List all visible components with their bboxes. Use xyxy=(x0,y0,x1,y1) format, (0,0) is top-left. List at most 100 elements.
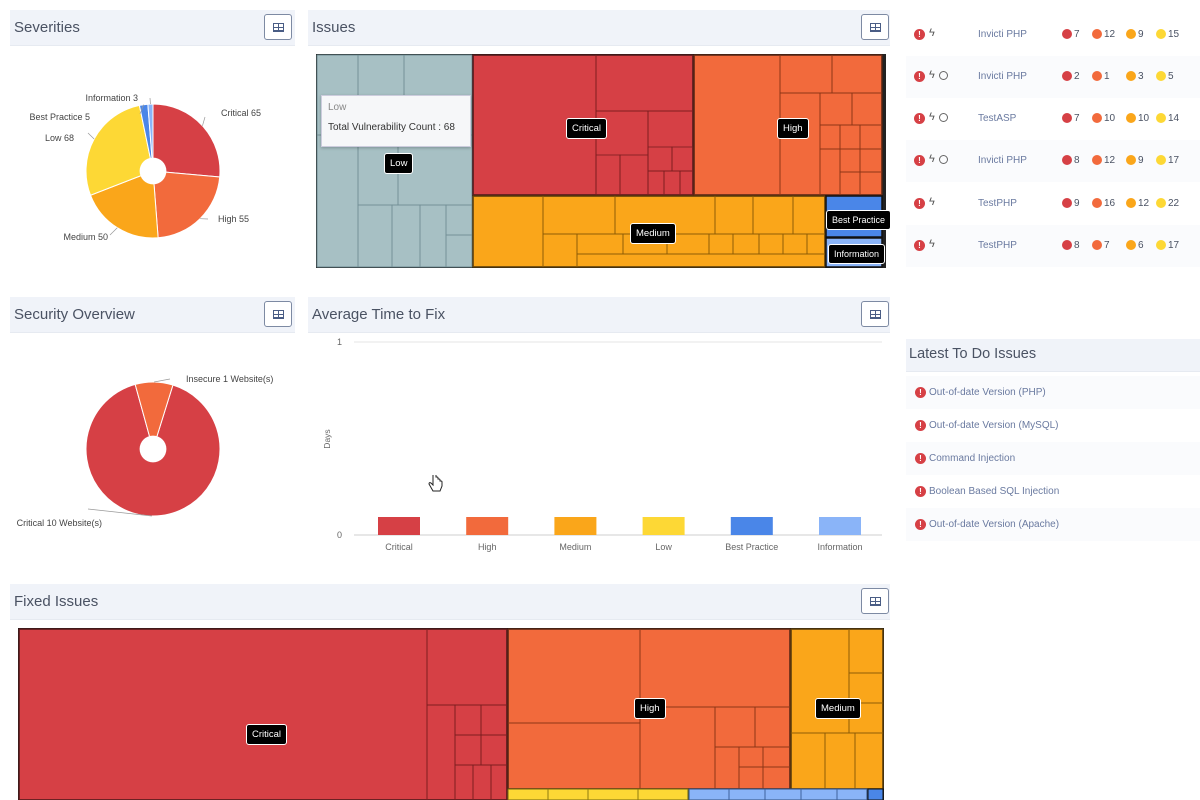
critical-alert-icon: ! xyxy=(915,453,926,464)
bolt-icon: ϟ xyxy=(929,238,935,250)
latest-todo-header: Latest To Do Issues xyxy=(906,339,1200,372)
critical-alert-icon: ! xyxy=(914,71,925,82)
issues-title: Issues xyxy=(312,19,356,36)
security-overview-title: Security Overview xyxy=(14,306,135,323)
critical-alert-icon: ! xyxy=(914,113,925,124)
severities-pie-leader-line xyxy=(87,132,95,140)
scan-row[interactable]: ! ϟ TestASP 7 10 10 14 xyxy=(906,98,1200,140)
hand-cursor-icon xyxy=(428,475,443,492)
security-overview-table-button[interactable] xyxy=(264,301,292,327)
low-count-badge: 14 xyxy=(1156,113,1179,124)
treemap-tooltip: Low Total Vulnerability Count : 68 xyxy=(321,95,471,147)
scan-target-link[interactable]: Invicti PHP xyxy=(978,71,1027,82)
medium-count-badge: 9 xyxy=(1126,155,1144,166)
scan-target-link[interactable]: TestASP xyxy=(978,113,1017,124)
table-icon xyxy=(870,597,881,606)
todo-item-label[interactable]: Command Injection xyxy=(929,453,1016,464)
avg-time-bar[interactable] xyxy=(378,517,420,535)
critical-alert-icon: ! xyxy=(915,519,926,530)
scan-row[interactable]: ! ϟ TestPHP 8 7 6 17 xyxy=(906,225,1200,267)
severities-panel: Severities Critical 65 High 55 Medium 50 Lo… xyxy=(10,10,295,272)
bolt-icon: ϟ xyxy=(929,153,935,165)
severities-pie-leader-line xyxy=(139,104,144,115)
avg-time-bar[interactable] xyxy=(730,517,773,535)
avg-time-bar[interactable] xyxy=(642,517,685,535)
treemap-label-high: High xyxy=(777,118,809,139)
fixed-issues-title: Fixed Issues xyxy=(14,593,99,610)
avg-time-y-tick: 0 xyxy=(337,530,342,540)
avg-time-bar[interactable] xyxy=(819,517,861,535)
treemap-label-information: Information xyxy=(828,244,886,264)
todo-item[interactable]: ! Out-of-date Version (Apache) xyxy=(906,508,1200,541)
scan-target-link[interactable]: TestPHP xyxy=(978,240,1017,251)
severities-pie-label: Medium 50 xyxy=(63,232,108,242)
avg-time-x-tick: Low xyxy=(655,542,672,552)
bolt-icon: ϟ xyxy=(929,69,935,81)
todo-item-label[interactable]: Out-of-date Version (Apache) xyxy=(929,519,1060,530)
treemap-label-low: Low xyxy=(384,153,414,174)
avg-time-x-tick: Information xyxy=(817,542,862,552)
avg-time-y-tick: 1 xyxy=(337,337,342,347)
todo-item-label[interactable]: Out-of-date Version (PHP) xyxy=(929,387,1046,398)
severities-pie-label: Information 3 xyxy=(85,93,138,103)
severities-pie-slice[interactable] xyxy=(152,103,221,178)
avg-time-x-tick: Best Practice xyxy=(725,542,778,552)
security-overview-pie-slice[interactable] xyxy=(134,381,174,451)
fixed-issues-treemap[interactable] xyxy=(18,628,884,800)
scan-row[interactable]: ! ϟ TestPHP 9 16 12 22 xyxy=(906,183,1200,225)
table-icon xyxy=(273,310,284,319)
high-count-badge: 10 xyxy=(1092,113,1115,124)
severities-pie-chart: Critical 65 High 55 Medium 50 Low 68 Best Pr… xyxy=(29,93,261,242)
fixed-treemap-low xyxy=(507,788,689,800)
todo-item[interactable]: ! Command Injection xyxy=(906,442,1200,475)
issues-table-button[interactable] xyxy=(861,14,889,40)
avg-time-y-axis-label: Days xyxy=(322,429,332,448)
security-overview-pie-leader-line xyxy=(154,378,171,383)
scan-target-link[interactable]: Invicti PHP xyxy=(978,155,1027,166)
scan-row[interactable]: ! ϟ Invicti PHP 2 1 3 5 xyxy=(906,56,1200,98)
severities-pie-slice[interactable] xyxy=(152,170,221,239)
todo-item[interactable]: ! Boolean Based SQL Injection xyxy=(906,475,1200,508)
security-overview-pie-label: Insecure 1 Website(s) xyxy=(186,374,273,384)
medium-count-badge: 3 xyxy=(1126,71,1144,82)
security-overview-header: Security Overview xyxy=(10,297,295,333)
severities-pie-slice[interactable] xyxy=(89,170,159,239)
scan-row[interactable]: ! ϟ Invicti PHP 8 12 9 17 xyxy=(906,140,1200,182)
severities-table-button[interactable] xyxy=(264,14,292,40)
high-count-badge: 1 xyxy=(1092,71,1110,82)
avg-time-bar[interactable] xyxy=(554,517,597,535)
severities-title: Severities xyxy=(14,19,80,36)
severities-pie-slice[interactable] xyxy=(85,104,154,196)
low-count-badge: 5 xyxy=(1156,71,1174,82)
avg-time-x-tick: High xyxy=(478,542,497,552)
high-count-badge: 16 xyxy=(1092,198,1115,209)
scan-row[interactable]: ! ϟ Invicti PHP 7 12 9 15 xyxy=(906,14,1200,56)
todo-item-label[interactable]: Boolean Based SQL Injection xyxy=(929,486,1060,497)
critical-count-badge: 8 xyxy=(1062,240,1080,251)
scan-target-link[interactable]: Invicti PHP xyxy=(978,29,1027,40)
todo-item-label[interactable]: Out-of-date Version (MySQL) xyxy=(929,420,1059,431)
critical-alert-icon: ! xyxy=(914,155,925,166)
scan-target-link[interactable]: TestPHP xyxy=(978,198,1017,209)
todo-item[interactable]: ! Out-of-date Version (PHP) xyxy=(906,376,1200,409)
critical-alert-icon: ! xyxy=(914,240,925,251)
security-overview-pie-leader-line xyxy=(87,508,152,517)
severities-pie-label: Critical 65 xyxy=(221,108,261,118)
table-icon xyxy=(870,23,881,32)
bolt-icon: ϟ xyxy=(929,111,935,123)
avg-time-table-button[interactable] xyxy=(861,301,889,327)
treemap-label-medium: Medium xyxy=(630,223,676,244)
severities-pie-leader-line xyxy=(109,227,118,236)
fixed-issues-header: Fixed Issues xyxy=(10,584,890,620)
fixed-label-medium: Medium xyxy=(815,698,861,719)
avg-time-header: Average Time to Fix xyxy=(308,297,890,333)
critical-count-badge: 8 xyxy=(1062,155,1080,166)
low-count-badge: 15 xyxy=(1156,29,1179,40)
fixed-issues-table-button[interactable] xyxy=(861,588,889,614)
critical-alert-icon: ! xyxy=(915,420,926,431)
avg-time-bar[interactable] xyxy=(466,517,509,535)
medium-count-badge: 6 xyxy=(1126,240,1144,251)
treemap-label-best-practice: Best Practice xyxy=(826,210,892,230)
todo-item[interactable]: ! Out-of-date Version (MySQL) xyxy=(906,409,1200,442)
critical-count-badge: 7 xyxy=(1062,113,1080,124)
